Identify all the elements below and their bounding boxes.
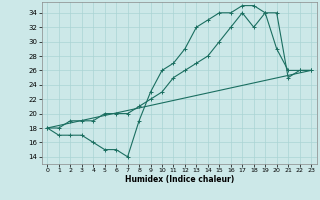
X-axis label: Humidex (Indice chaleur): Humidex (Indice chaleur) — [124, 175, 234, 184]
